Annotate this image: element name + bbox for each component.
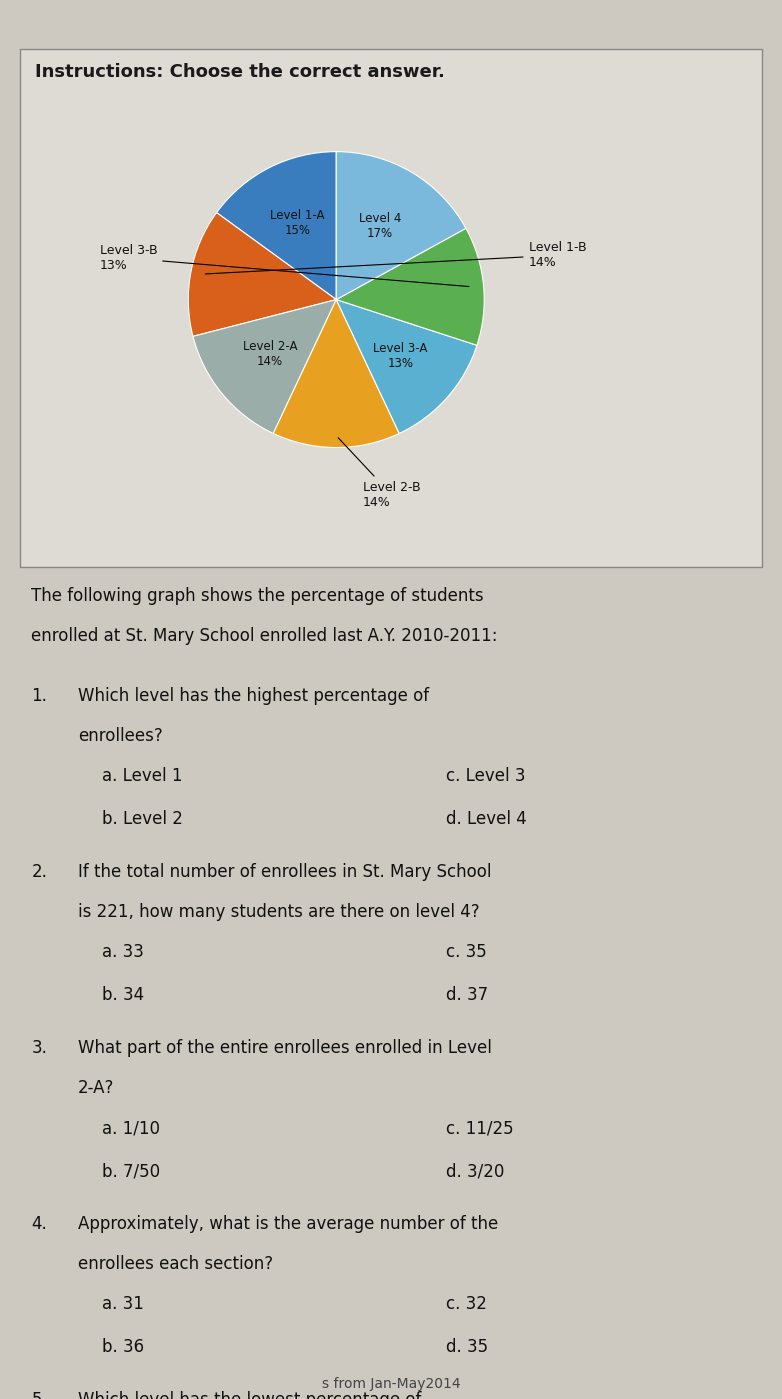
Text: d. Level 4: d. Level 4 bbox=[446, 810, 526, 828]
Text: b. 7/50: b. 7/50 bbox=[102, 1163, 160, 1181]
Text: b. Level 2: b. Level 2 bbox=[102, 810, 182, 828]
Text: 4.: 4. bbox=[31, 1216, 47, 1233]
Text: Level 1-A
15%: Level 1-A 15% bbox=[270, 208, 325, 236]
Text: 3.: 3. bbox=[31, 1039, 47, 1058]
Text: Instructions: Choose the correct answer.: Instructions: Choose the correct answer. bbox=[35, 63, 445, 81]
Text: a. 33: a. 33 bbox=[102, 943, 144, 961]
Text: d. 37: d. 37 bbox=[446, 986, 488, 1004]
Text: enrollees?: enrollees? bbox=[78, 727, 163, 746]
Text: Level 3-B
13%: Level 3-B 13% bbox=[99, 245, 469, 287]
Text: c. 32: c. 32 bbox=[446, 1295, 486, 1314]
Wedge shape bbox=[217, 151, 336, 299]
Text: If the total number of enrollees in St. Mary School: If the total number of enrollees in St. … bbox=[78, 863, 492, 881]
Wedge shape bbox=[193, 299, 336, 434]
Text: 2-A?: 2-A? bbox=[78, 1079, 115, 1097]
Text: enrolled at St. Mary School enrolled last A.Y. 2010-2011:: enrolled at St. Mary School enrolled las… bbox=[31, 627, 498, 645]
Text: a. 1/10: a. 1/10 bbox=[102, 1119, 160, 1137]
Wedge shape bbox=[336, 299, 477, 434]
Text: The following graph shows the percentage of students: The following graph shows the percentage… bbox=[31, 588, 484, 606]
Text: Level 2-B
14%: Level 2-B 14% bbox=[338, 438, 421, 509]
Text: Level 2-A
14%: Level 2-A 14% bbox=[243, 340, 297, 368]
Text: s from Jan-May2014: s from Jan-May2014 bbox=[321, 1377, 461, 1391]
Text: Which level has the highest percentage of: Which level has the highest percentage o… bbox=[78, 687, 429, 705]
Text: Approximately, what is the average number of the: Approximately, what is the average numbe… bbox=[78, 1216, 498, 1233]
Wedge shape bbox=[188, 213, 336, 336]
Text: c. 35: c. 35 bbox=[446, 943, 486, 961]
Text: b. 36: b. 36 bbox=[102, 1339, 144, 1357]
Text: Which level has the lowest percentage of: Which level has the lowest percentage of bbox=[78, 1391, 421, 1399]
Text: What part of the entire enrollees enrolled in Level: What part of the entire enrollees enroll… bbox=[78, 1039, 492, 1058]
Text: enrollees each section?: enrollees each section? bbox=[78, 1255, 274, 1273]
Wedge shape bbox=[273, 299, 400, 448]
Text: c. Level 3: c. Level 3 bbox=[446, 767, 526, 785]
Wedge shape bbox=[336, 228, 484, 346]
Text: b. 34: b. 34 bbox=[102, 986, 144, 1004]
Text: a. Level 1: a. Level 1 bbox=[102, 767, 182, 785]
Text: c. 11/25: c. 11/25 bbox=[446, 1119, 513, 1137]
Text: Level 1-B
14%: Level 1-B 14% bbox=[206, 241, 586, 274]
Text: 1.: 1. bbox=[31, 687, 47, 705]
Text: Level 4
17%: Level 4 17% bbox=[359, 211, 401, 239]
Text: Level 3-A
13%: Level 3-A 13% bbox=[374, 343, 428, 371]
Text: 2.: 2. bbox=[31, 863, 47, 881]
Text: d. 3/20: d. 3/20 bbox=[446, 1163, 504, 1181]
Text: is 221, how many students are there on level 4?: is 221, how many students are there on l… bbox=[78, 904, 480, 921]
Wedge shape bbox=[336, 151, 466, 299]
Text: d. 35: d. 35 bbox=[446, 1339, 488, 1357]
Text: a. 31: a. 31 bbox=[102, 1295, 144, 1314]
Text: 5.: 5. bbox=[31, 1391, 47, 1399]
